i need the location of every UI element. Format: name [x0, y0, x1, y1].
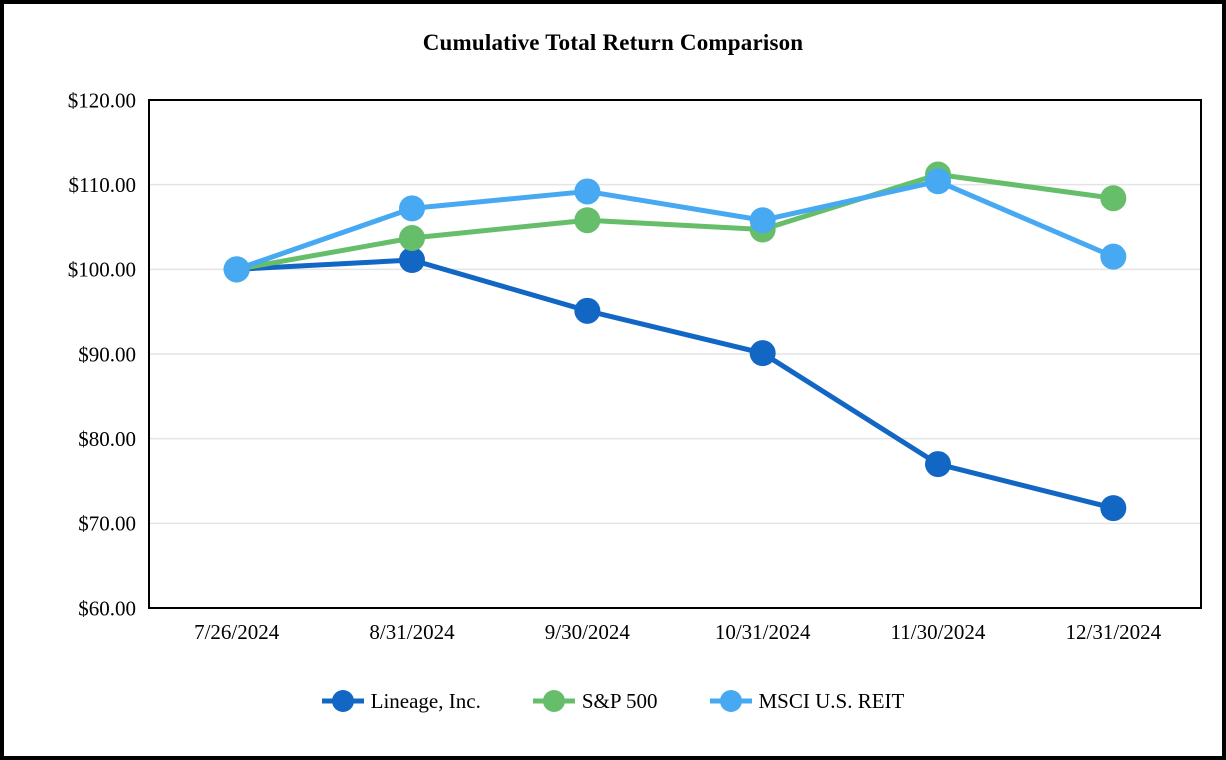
y-tick-label-100: $100.00 — [68, 258, 136, 282]
legend-label-lineage-inc: Lineage, Inc. — [370, 688, 481, 713]
legend-item-s-p-500: S&P 500 — [532, 687, 658, 715]
x-tick-label-0: 7/26/2024 — [194, 620, 280, 644]
data-point-lineage-inc-4 — [925, 451, 951, 478]
data-point-msci-u-s-reit-1 — [399, 195, 425, 222]
series-line-s-p-500 — [234, 172, 1116, 272]
data-point-msci-u-s-reit-5 — [1100, 243, 1127, 270]
data-point-lineage-inc-5 — [1100, 495, 1127, 522]
data-point-msci-u-s-reit-2 — [574, 178, 601, 205]
legend-marker-icon-lineage-inc — [321, 690, 364, 712]
series-line-lineage-inc — [234, 257, 1116, 511]
chart-svg: $60.00 $70.00 $80.00 $90.00 $100.00 $110.00 $1… — [68, 88, 1202, 644]
legend-marker-icon-msci-u-s-reit — [709, 690, 752, 712]
x-tick-label-4: 11/30/2024 — [891, 620, 986, 644]
legend-item-lineage-inc: Lineage, Inc. — [321, 687, 481, 715]
y-tick-label-110: $110.00 — [69, 173, 136, 197]
data-point-lineage-inc-3 — [749, 340, 776, 367]
data-point-lineage-inc-1 — [399, 247, 425, 274]
chart-title: Cumulative Total Return Comparison — [422, 30, 804, 55]
x-tick-label-2: 9/30/2024 — [545, 620, 631, 644]
legend-item-msci-u-s-reit: MSCI U.S. REIT — [709, 687, 905, 715]
series-line-msci-u-s-reit — [234, 178, 1116, 272]
data-point-s-p-500-5 — [1100, 185, 1127, 212]
legend-label-msci-u-s-reit: MSCI U.S. REIT — [758, 688, 905, 713]
legend-label-s-p-500: S&P 500 — [581, 688, 658, 713]
chart-legend: Lineage, Inc. S&P 500 MSCI U.S. REIT — [4, 687, 1222, 715]
x-tick-label-1: 8/31/2024 — [369, 620, 455, 644]
data-point-s-p-500-1 — [399, 225, 425, 252]
x-tick-label-5: 12/31/2024 — [1065, 620, 1161, 644]
x-tick-label-3: 10/31/2024 — [715, 620, 811, 644]
legend-marker-icon-s-p-500 — [532, 690, 575, 712]
data-point-msci-u-s-reit-3 — [749, 207, 776, 234]
y-tick-label-60: $60.00 — [78, 596, 136, 620]
data-point-lineage-inc-2 — [574, 297, 601, 324]
data-point-s-p-500-2 — [574, 207, 601, 234]
y-tick-label-70: $70.00 — [78, 512, 136, 536]
y-tick-label-120: $120.00 — [68, 88, 136, 112]
y-tick-label-90: $90.00 — [78, 342, 136, 366]
data-point-msci-u-s-reit-4 — [925, 168, 951, 195]
y-tick-label-80: $80.00 — [78, 427, 136, 451]
plot-border — [148, 99, 1202, 609]
data-point-msci-u-s-reit-0 — [223, 256, 250, 283]
